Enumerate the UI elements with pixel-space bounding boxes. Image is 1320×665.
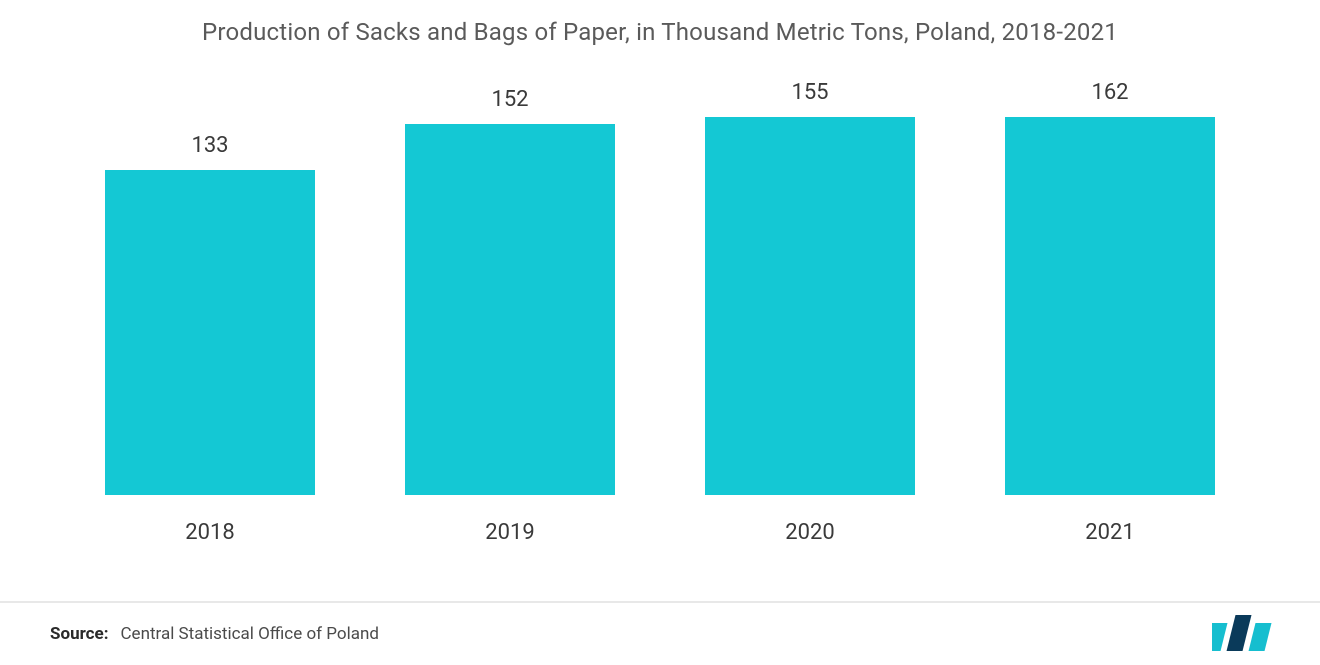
bar-2021 [1005,117,1215,495]
bar-value-label: 152 [491,87,528,112]
bar-group: 155 [660,80,960,495]
bar-value-label: 155 [791,80,828,105]
x-axis-labels: 2018 2019 2020 2021 [60,520,1260,545]
bar-group: 133 [60,80,360,495]
bar-2019 [405,124,615,495]
bar-group: 162 [960,80,1260,495]
x-axis-label: 2018 [60,520,360,545]
bar-2018 [105,170,315,495]
footer: Source: Central Statistical Office of Po… [0,601,1320,665]
brand-logo-icon [1212,613,1276,651]
x-axis-label: 2020 [660,520,960,545]
bar-2020 [705,117,915,495]
source-text: Central Statistical Office of Poland [120,624,378,644]
x-axis-label: 2021 [960,520,1260,545]
bar-value-label: 162 [1091,80,1128,105]
bar-value-label: 133 [191,133,228,158]
x-axis-label: 2019 [360,520,660,545]
bar-group: 152 [360,80,660,495]
source-label: Source: [50,624,108,644]
chart-plot-area: 133 152 155 162 [60,80,1260,495]
chart-title: Production of Sacks and Bags of Paper, i… [0,0,1320,46]
